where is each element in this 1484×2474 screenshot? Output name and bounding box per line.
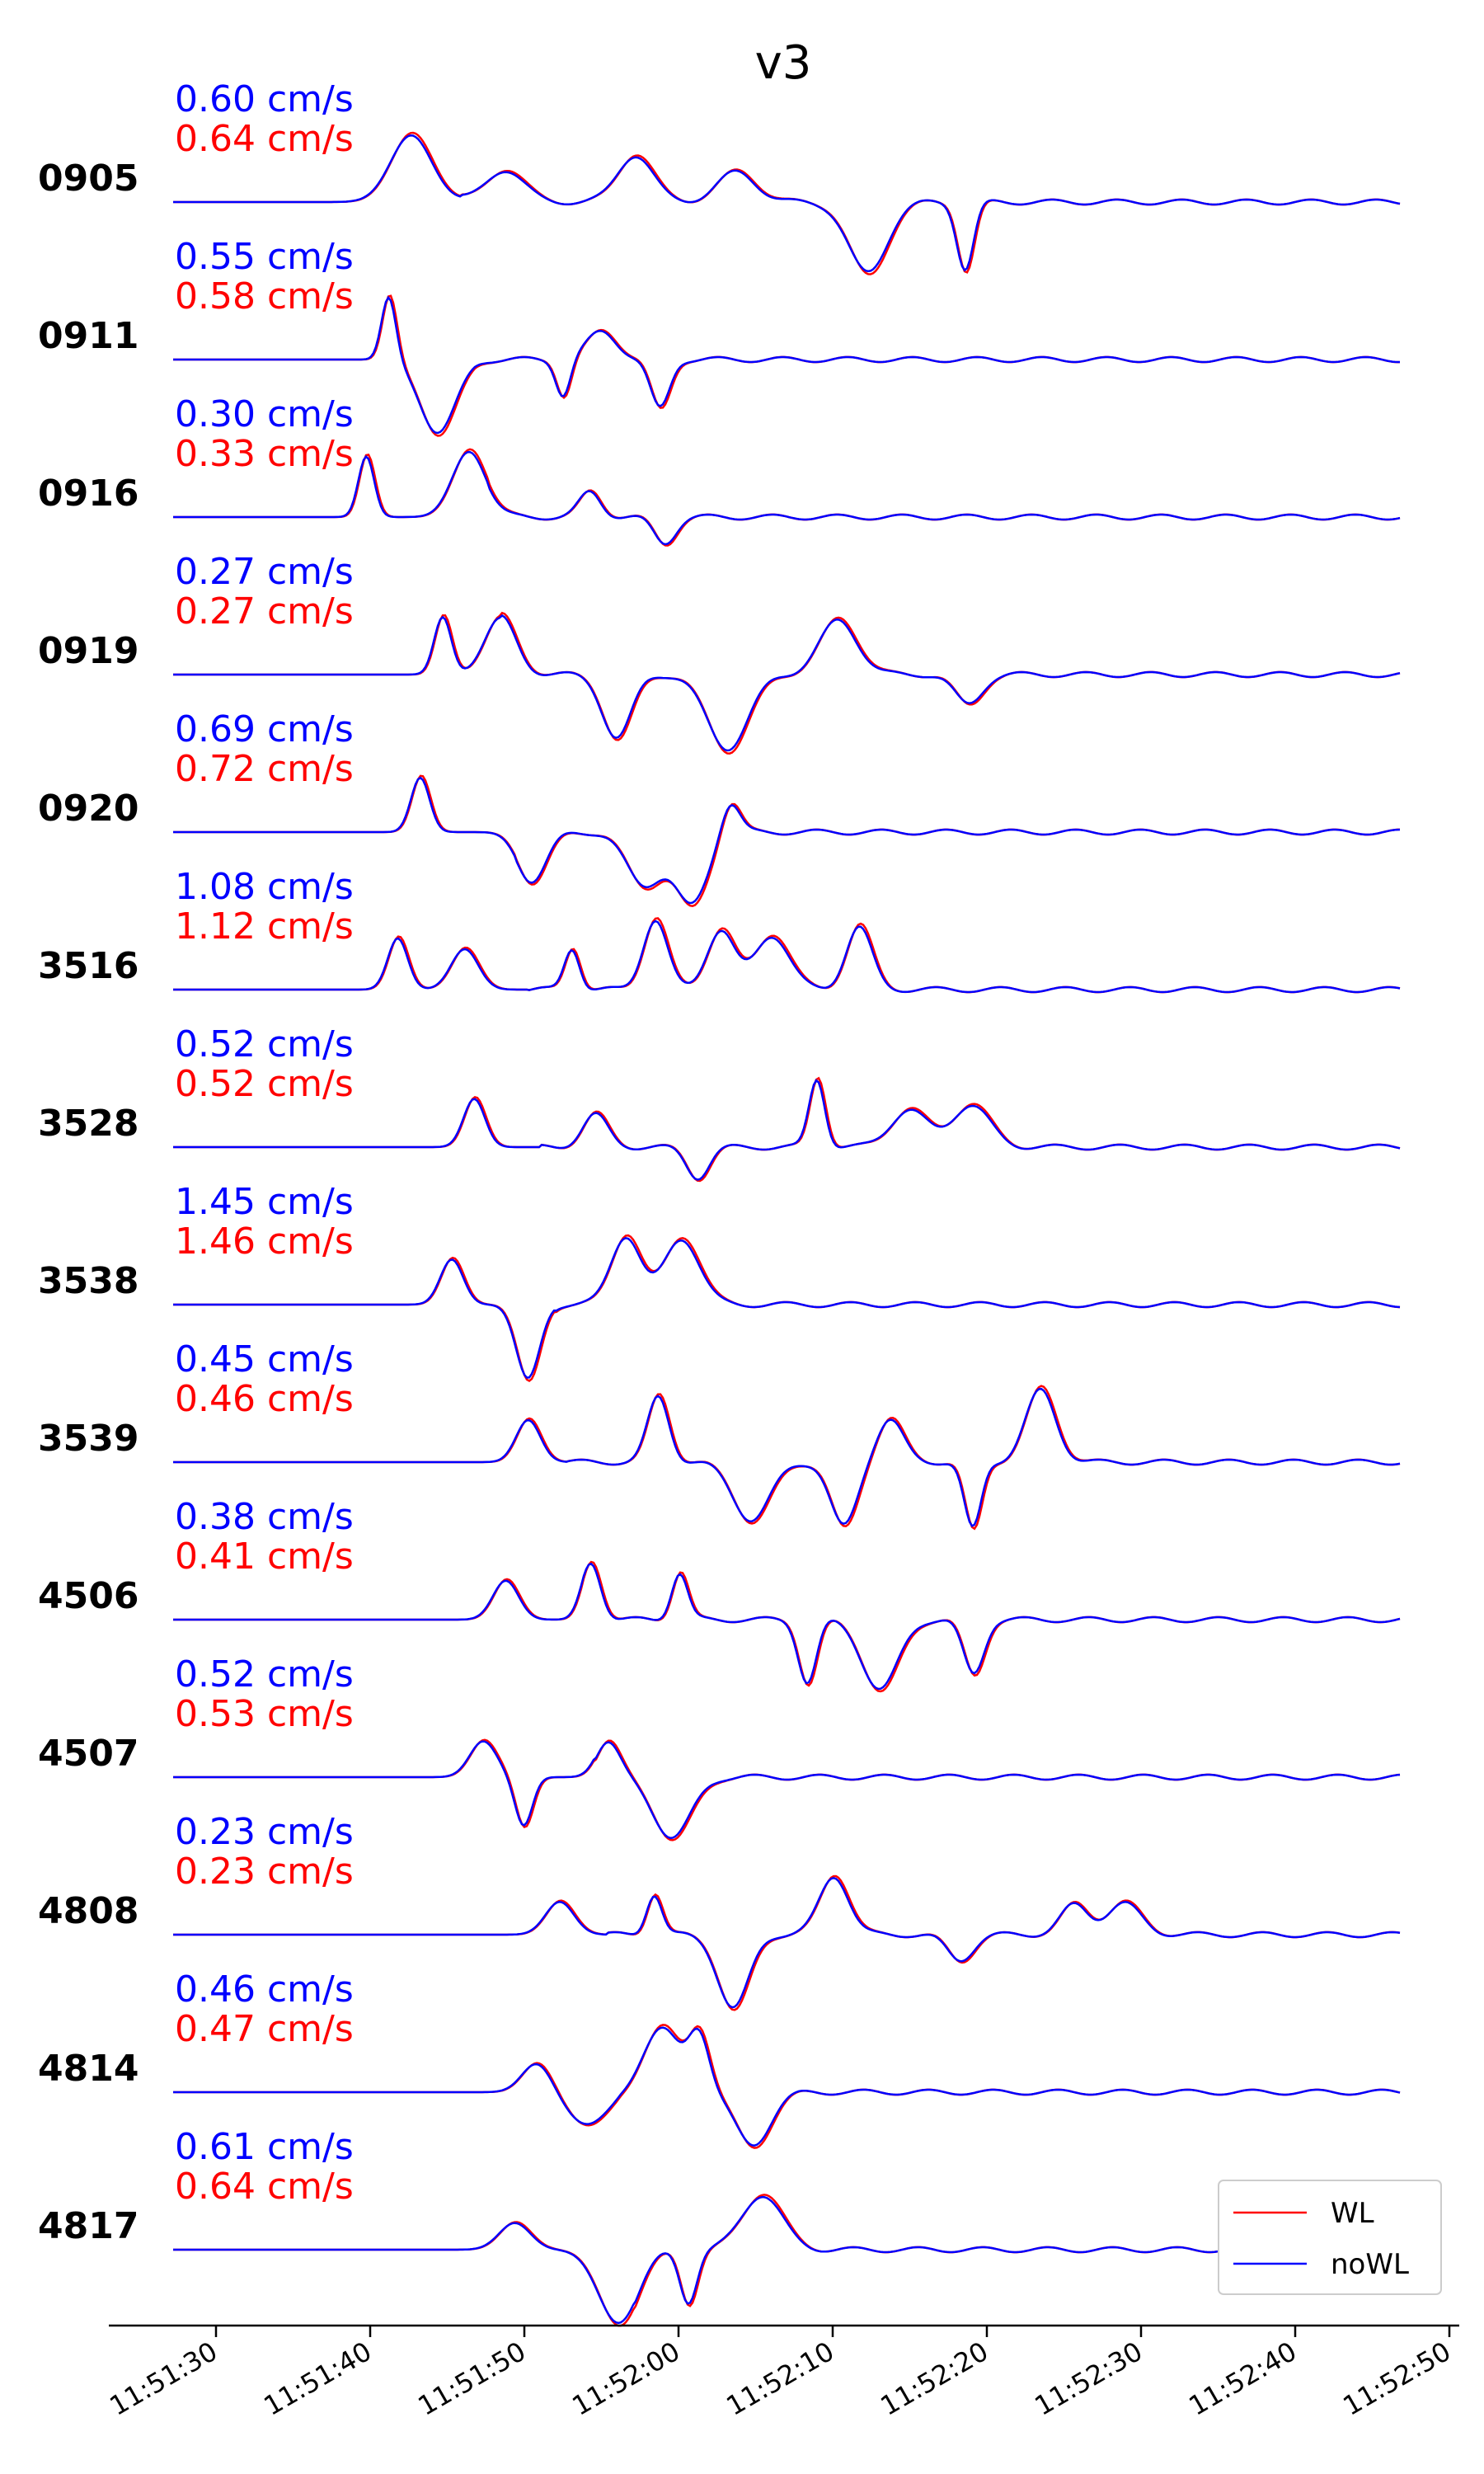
amp-nowl-label: 0.60 cm/s [175,78,354,120]
amp-nowl-label: 0.52 cm/s [175,1023,354,1065]
trace-nowl [173,2196,1401,2325]
trace-nowl [173,450,1401,546]
station-label: 3538 [38,1260,139,1302]
x-tick-label: 11:52:00 [567,2335,685,2422]
station-row: 4814 0.46 cm/s0.47 cm/s [38,1968,1401,2149]
legend-wl-label: WL [1331,2197,1374,2230]
trace-nowl [173,614,1401,752]
station-label: 0916 [38,473,139,515]
trace-nowl [173,295,1400,435]
x-axis: 11:51:30 11:51:40 11:51:50 11:52:00 11:52:10… [105,2324,1459,2422]
station-row: 0920 0.69 cm/s0.72 cm/s [38,708,1401,907]
x-tick-label: 11:52:30 [1030,2335,1148,2422]
amp-nowl-label: 0.46 cm/s [175,1968,354,2011]
trace-wl [173,774,1400,907]
trace-wl [173,1076,1401,1183]
trace-nowl [173,776,1401,905]
station-label: 4507 [38,1733,139,1775]
station-label: 4817 [38,2205,139,2247]
trace-nowl [173,134,1401,273]
station-row: 0905 0.60 cm/s0.64 cm/s [38,78,1401,275]
station-label: 3539 [38,1418,139,1460]
x-tick-label: 11:52:10 [721,2335,839,2422]
station-label: 3528 [38,1103,139,1145]
trace-nowl [173,2026,1401,2147]
trace-nowl [173,1876,1401,2009]
station-label: 4506 [38,1575,139,1617]
trace-wl [173,1738,1401,1841]
trace-wl [173,1874,1401,2011]
amp-nowl-label: 0.38 cm/s [175,1496,354,1538]
amp-nowl-label: 0.69 cm/s [175,708,354,750]
x-tick-label: 11:52:40 [1184,2335,1302,2422]
station-row: 4506 0.38 cm/s0.41 cm/s [38,1496,1401,1693]
trace-wl [173,611,1401,755]
station-label: 0920 [38,788,139,830]
amp-nowl-label: 0.61 cm/s [175,2126,354,2168]
station-row: 0911 0.55 cm/s0.58 cm/s [38,236,1400,437]
amp-wl-label: 1.12 cm/s [175,905,354,948]
x-tick-label: 11:52:50 [1338,2335,1456,2422]
trace-nowl [173,920,1401,994]
amp-wl-label: 0.64 cm/s [175,118,354,160]
amp-wl-label: 0.64 cm/s [175,2166,354,2208]
x-tick-label: 11:51:30 [105,2335,223,2422]
amp-wl-label: 0.46 cm/s [175,1378,354,1420]
trace-wl [173,917,1401,994]
trace-nowl [173,1079,1401,1181]
amp-nowl-label: 0.23 cm/s [175,1811,354,1853]
station-row: 3538 1.45 cm/s1.46 cm/s [38,1181,1401,1383]
station-row: 0916 0.30 cm/s0.33 cm/s [38,393,1401,547]
amp-wl-label: 0.53 cm/s [175,1693,354,1735]
station-label: 3516 [38,945,139,987]
amp-nowl-label: 0.27 cm/s [175,551,354,593]
station-row: 4817 0.61 cm/s0.64 cm/s [38,2126,1401,2327]
station-row: 0919 0.27 cm/s0.27 cm/s [38,551,1401,755]
amp-wl-label: 0.58 cm/s [175,275,354,317]
station-row: 3539 0.45 cm/s0.46 cm/s [38,1338,1401,1531]
chart-title: v3 [755,36,812,90]
amp-wl-label: 0.52 cm/s [175,1063,354,1105]
amp-nowl-label: 0.45 cm/s [175,1338,354,1380]
amp-nowl-label: 0.55 cm/s [175,236,354,278]
amp-wl-label: 0.72 cm/s [175,748,354,790]
station-label: 4808 [38,1890,139,1932]
station-row: 3516 1.08 cm/s1.12 cm/s [38,866,1401,994]
legend-nowl-label: noWL [1331,2248,1409,2281]
station-label: 0905 [38,158,139,200]
trace-wl [173,1234,1401,1383]
trace-nowl [173,1562,1401,1691]
station-row: 3528 0.52 cm/s0.52 cm/s [38,1023,1401,1183]
trace-nowl [173,1236,1401,1379]
trace-wl [173,294,1400,437]
amp-nowl-label: 1.08 cm/s [175,866,354,908]
station-label: 0911 [38,315,139,357]
trace-wl [173,2024,1401,2149]
amp-wl-label: 0.23 cm/s [175,1851,354,1893]
x-tick-label: 11:52:20 [876,2335,993,2422]
amp-wl-label: 1.46 cm/s [175,1221,354,1263]
amp-nowl-label: 1.45 cm/s [175,1181,354,1223]
amp-wl-label: 0.47 cm/s [175,2008,354,2050]
trace-wl [173,2194,1401,2327]
trace-nowl [173,1740,1401,1840]
legend: WL noWL [1218,2180,1442,2295]
station-row: 4808 0.23 cm/s0.23 cm/s [38,1811,1401,2011]
amp-nowl-label: 0.30 cm/s [175,393,354,435]
amp-nowl-label: 0.52 cm/s [175,1653,354,1696]
station-label: 4814 [38,2048,139,2090]
trace-nowl [173,1387,1401,1528]
station-label: 0919 [38,630,139,672]
x-tick-label: 11:51:40 [259,2335,377,2422]
amp-wl-label: 0.33 cm/s [175,433,354,475]
trace-wl [173,1385,1401,1531]
amp-wl-label: 0.27 cm/s [175,590,354,633]
legend-box [1218,2180,1442,2295]
trace-wl [173,448,1401,547]
x-tick-label: 11:51:50 [413,2335,531,2422]
amp-wl-label: 0.41 cm/s [175,1536,354,1578]
station-row: 4507 0.52 cm/s0.53 cm/s [38,1653,1401,1841]
